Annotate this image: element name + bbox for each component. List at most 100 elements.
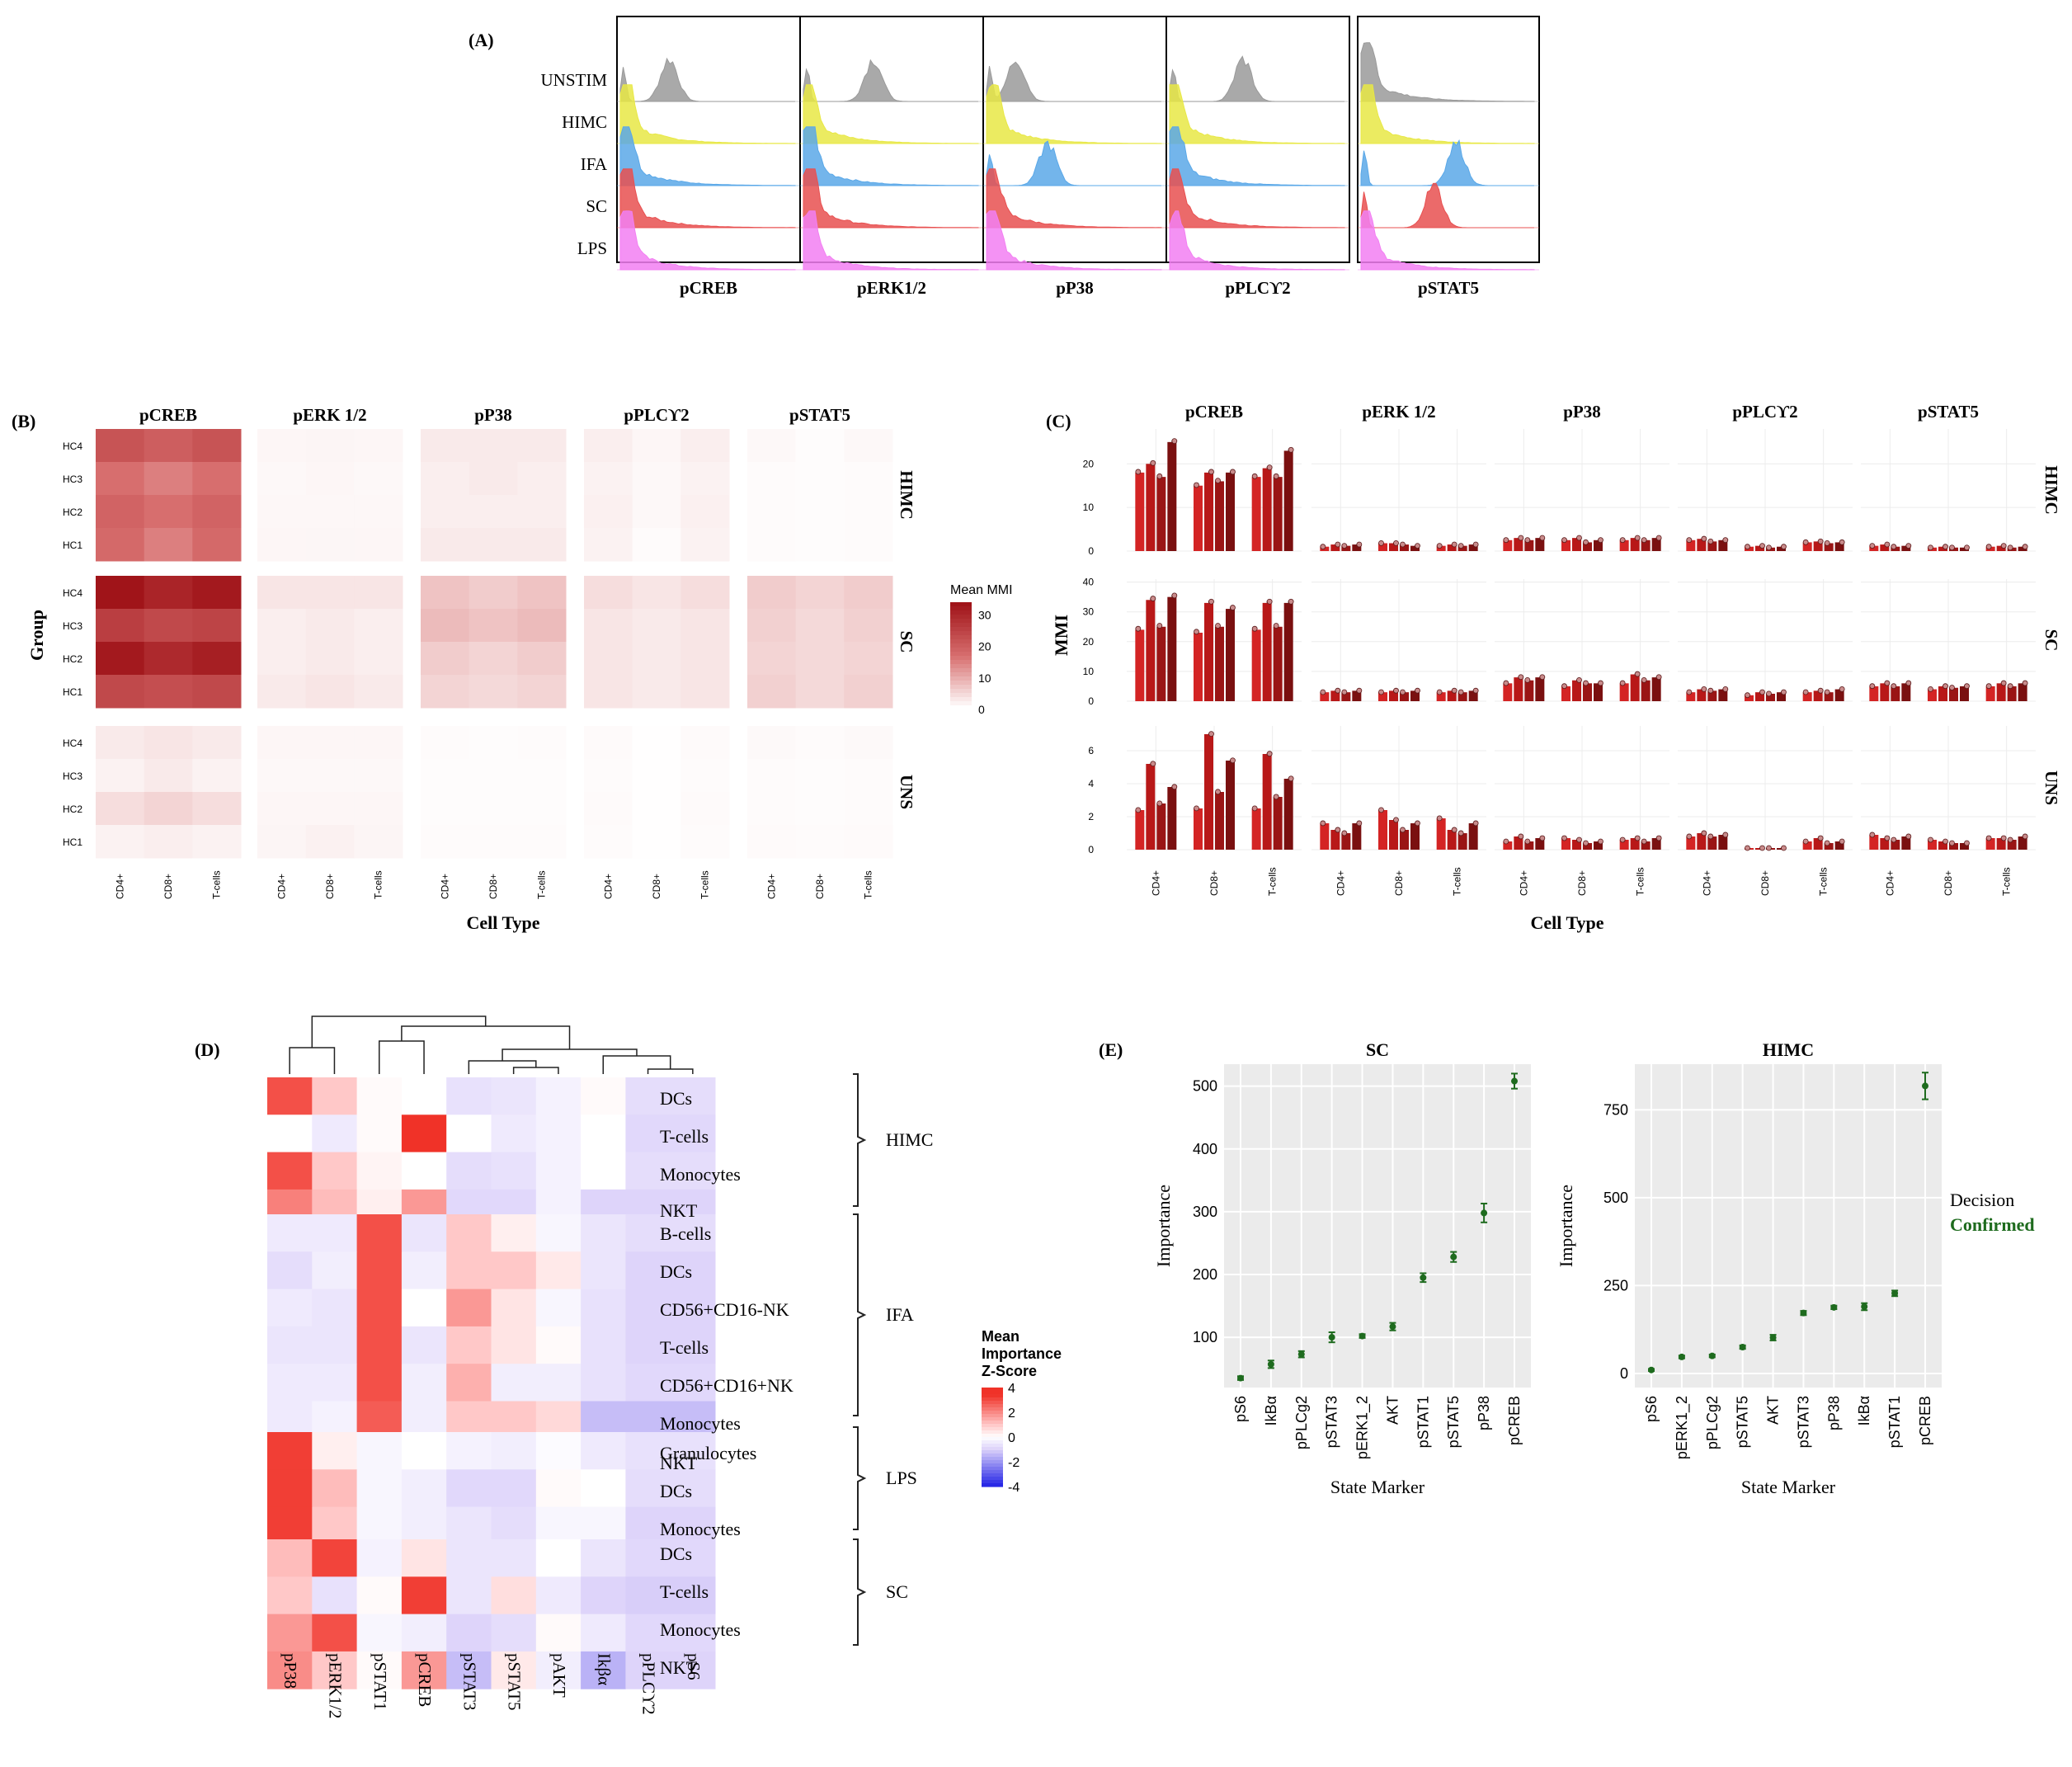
heatmap-d-column-label: pPLCϒ2 bbox=[639, 1653, 659, 1715]
heatmap-d-column-label: pCREB bbox=[415, 1653, 435, 1707]
bar-c-datapoint bbox=[1251, 805, 1258, 812]
bar-c-datapoint bbox=[1949, 840, 1955, 846]
bar-c-datapoint bbox=[1518, 674, 1524, 681]
bar-c-datapoint bbox=[1839, 686, 1845, 692]
bar-c-bar bbox=[1594, 540, 1603, 551]
heatmap-b-tick-label: CD8+ bbox=[162, 874, 174, 899]
heatmap-d-cell bbox=[670, 1114, 716, 1153]
heatmap-d-legend-swatch bbox=[982, 1401, 1003, 1405]
heatmap-b-cell bbox=[96, 759, 145, 793]
panel-label-c: (C) bbox=[1046, 411, 1071, 431]
heatmap-b-legend-swatch bbox=[950, 610, 972, 615]
bar-c-bar bbox=[2007, 840, 2017, 850]
heatmap-b-tick-label: T-cells bbox=[536, 870, 548, 899]
heatmap-b-cell bbox=[354, 462, 403, 496]
bar-c-bar bbox=[1251, 808, 1261, 850]
heatmap-d-legend-title: Importance bbox=[982, 1345, 1062, 1362]
bar-c-datapoint bbox=[1905, 680, 1912, 686]
heatmap-d-cell bbox=[535, 1364, 582, 1402]
bar-c-datapoint bbox=[1472, 687, 1479, 694]
bar-c-y-tick: 0 bbox=[1088, 545, 1094, 557]
bar-c-bar bbox=[1802, 841, 1812, 850]
heatmap-d-cell bbox=[625, 1114, 671, 1153]
heatmap-b-cell bbox=[192, 495, 242, 529]
heatmap-d-cell bbox=[356, 1364, 403, 1402]
heatmap-b-marker-label: pERK 1/2 bbox=[293, 405, 366, 425]
bar-c-bar bbox=[1707, 541, 1717, 551]
importance-x-tick: pSTAT1 bbox=[1415, 1396, 1431, 1448]
bar-c-datapoint bbox=[1942, 838, 1948, 845]
bar-c-bar bbox=[1619, 840, 1629, 850]
heatmap-d-cell bbox=[446, 1214, 492, 1252]
heatmap-d-row-label: DCs bbox=[660, 1261, 692, 1282]
bar-c-datapoint bbox=[1273, 473, 1279, 479]
heatmap-b-cell bbox=[469, 726, 518, 760]
bar-c-datapoint bbox=[1891, 836, 1897, 843]
heatmap-b-cell bbox=[144, 642, 193, 676]
bar-c-bar bbox=[1651, 677, 1661, 701]
bar-c-bar bbox=[1167, 596, 1177, 701]
bar-c-datapoint bbox=[1619, 537, 1626, 544]
heatmap-b-cell bbox=[257, 528, 307, 562]
heatmap-b-cell bbox=[469, 495, 518, 529]
bar-c-datapoint bbox=[1964, 544, 1970, 551]
heatmap-b-legend-swatch bbox=[950, 705, 972, 710]
heatmap-b-cell bbox=[421, 495, 470, 529]
bar-c-bar bbox=[1686, 836, 1696, 850]
bar-c-bar bbox=[1400, 692, 1409, 701]
bar-c-marker-label: pERK 1/2 bbox=[1362, 402, 1435, 422]
bar-c-bar bbox=[1447, 690, 1457, 701]
bar-c-bar bbox=[1457, 692, 1467, 701]
bar-c-bar bbox=[1630, 538, 1640, 551]
bar-c-datapoint bbox=[1583, 539, 1589, 545]
bar-c-bar bbox=[1436, 818, 1446, 850]
heatmap-d-cell bbox=[670, 1326, 716, 1364]
bar-c-datapoint bbox=[1686, 689, 1693, 695]
importance-x-tick: pP38 bbox=[1825, 1396, 1842, 1430]
bar-c-datapoint bbox=[1208, 731, 1214, 737]
bar-c-bar bbox=[2018, 836, 2027, 850]
bar-c-datapoint bbox=[1378, 540, 1384, 546]
bar-c-bar bbox=[1167, 441, 1177, 551]
bar-c-datapoint bbox=[1985, 683, 1992, 690]
heatmap-b-cell bbox=[257, 675, 307, 709]
panel-label-e: (E) bbox=[1099, 1039, 1123, 1060]
histogram-unstim-3 bbox=[1169, 55, 1344, 102]
bar-c-datapoint bbox=[1942, 544, 1948, 550]
bar-c-tick-label: T-cells bbox=[1452, 867, 1463, 896]
heatmap-d-cell bbox=[446, 1152, 492, 1190]
heatmap-d-cell bbox=[535, 1214, 582, 1252]
heatmap-b-cell bbox=[354, 495, 403, 529]
heatmap-b-cell bbox=[192, 609, 242, 643]
heatmap-b-marker-label: pSTAT5 bbox=[789, 405, 850, 425]
heatmap-b-tick-label: T-cells bbox=[373, 870, 384, 899]
bar-c-tick-label: CD8+ bbox=[1576, 870, 1588, 896]
bar-c-datapoint bbox=[1524, 676, 1531, 683]
histogram-unstim-0 bbox=[619, 57, 795, 102]
heatmap-b-cell bbox=[257, 726, 307, 760]
heatmap-b-row-label: HC1 bbox=[63, 836, 82, 848]
bar-c-datapoint bbox=[1869, 543, 1876, 549]
bar-c-bar bbox=[1641, 540, 1651, 551]
panel-d-clustered-heatmap: DCsT-cellsMonocytesNKTB-cellsDCsCD56+CD1… bbox=[267, 1015, 1062, 1718]
heatmap-d-legend-swatch bbox=[982, 1473, 1003, 1477]
bar-c-datapoint bbox=[1598, 537, 1603, 544]
heatmap-b-cell bbox=[257, 792, 307, 826]
heatmap-b-row-label: HC4 bbox=[63, 587, 82, 599]
heatmap-d-column-label: pAKT bbox=[549, 1653, 569, 1698]
bar-c-y-tick: 0 bbox=[1088, 844, 1094, 855]
bar-c-bar bbox=[1514, 677, 1523, 701]
heatmap-d-cell bbox=[267, 1077, 313, 1115]
heatmap-d-cell bbox=[491, 1539, 537, 1577]
heatmap-b-cell bbox=[517, 429, 567, 463]
heatmap-b-y-axis-label: Group bbox=[26, 610, 47, 661]
importance-x-tick: pERK1_2 bbox=[1674, 1396, 1691, 1459]
heatmap-d-cell bbox=[581, 1651, 626, 1689]
bar-c-datapoint bbox=[2007, 683, 2013, 690]
heatmap-d-legend-swatch bbox=[982, 1434, 1003, 1438]
heatmap-b-cell bbox=[257, 495, 307, 529]
bar-c-bar bbox=[1194, 632, 1203, 701]
bar-c-bar bbox=[1891, 686, 1900, 701]
bar-c-datapoint bbox=[1655, 835, 1662, 841]
heatmap-d-cell bbox=[356, 1289, 403, 1327]
